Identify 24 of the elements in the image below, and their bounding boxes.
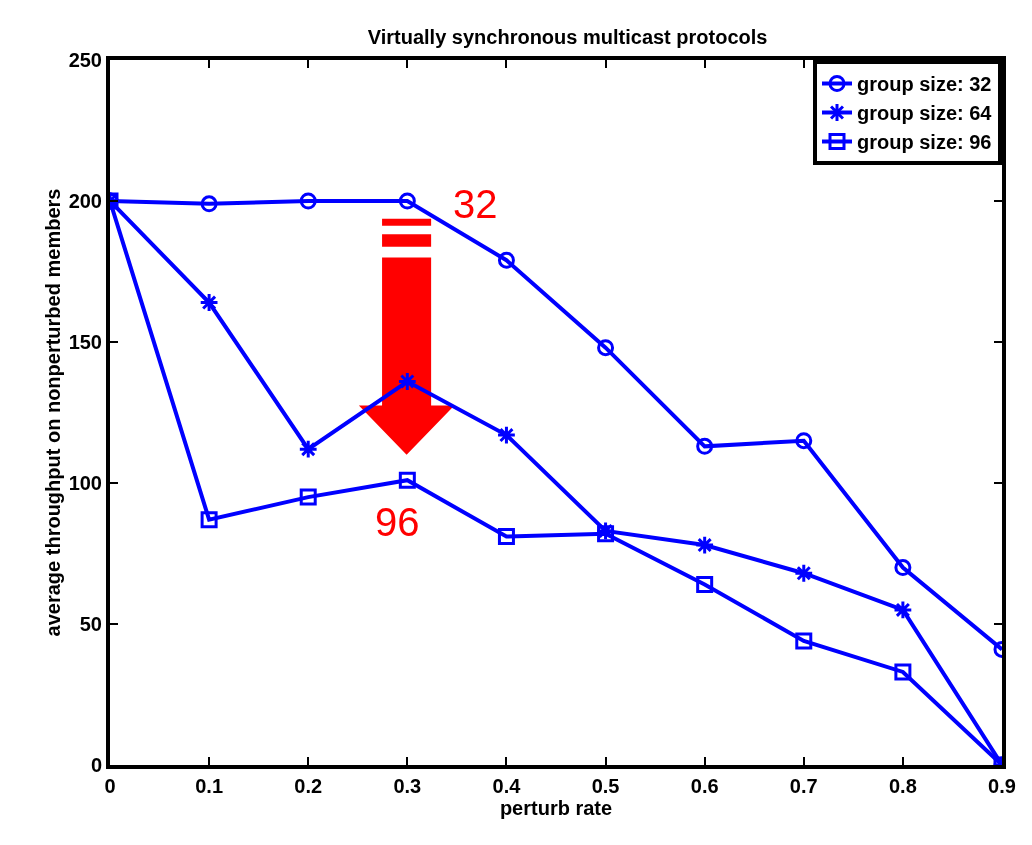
annotation: 32 bbox=[453, 182, 498, 226]
x-tick-label: 0.2 bbox=[294, 775, 323, 797]
legend-label: group size: 96 bbox=[857, 131, 992, 154]
x-tick-label: 0.1 bbox=[195, 775, 224, 797]
x-tick-label: 0.5 bbox=[591, 775, 620, 797]
y-tick-label: 150 bbox=[68, 331, 102, 353]
x-tick-label: 0.8 bbox=[888, 775, 917, 797]
legend-label: group size: 64 bbox=[857, 102, 993, 125]
chart-title: Virtually synchronous multicast protocols bbox=[367, 25, 768, 48]
y-tick-label: 100 bbox=[68, 472, 102, 494]
x-tick-label: 0.7 bbox=[789, 775, 818, 797]
x-axis-title: perturb rate bbox=[499, 797, 613, 819]
y-axis-title: average throughput on nonperturbed members bbox=[41, 188, 64, 637]
x-tick-label: 0.3 bbox=[393, 775, 422, 797]
y-tick-label: 0 bbox=[90, 754, 102, 776]
annotation: 96 bbox=[375, 500, 420, 544]
x-tick-label: 0.9 bbox=[988, 775, 1016, 797]
y-tick-label: 50 bbox=[79, 613, 102, 635]
y-tick-label: 200 bbox=[68, 190, 102, 212]
y-tick-label: 250 bbox=[68, 49, 102, 71]
legend-label: group size: 32 bbox=[857, 73, 992, 96]
x-tick-label: 0 bbox=[104, 775, 116, 797]
x-tick-label: 0.4 bbox=[492, 775, 522, 797]
x-tick-label: 0.6 bbox=[690, 775, 719, 797]
